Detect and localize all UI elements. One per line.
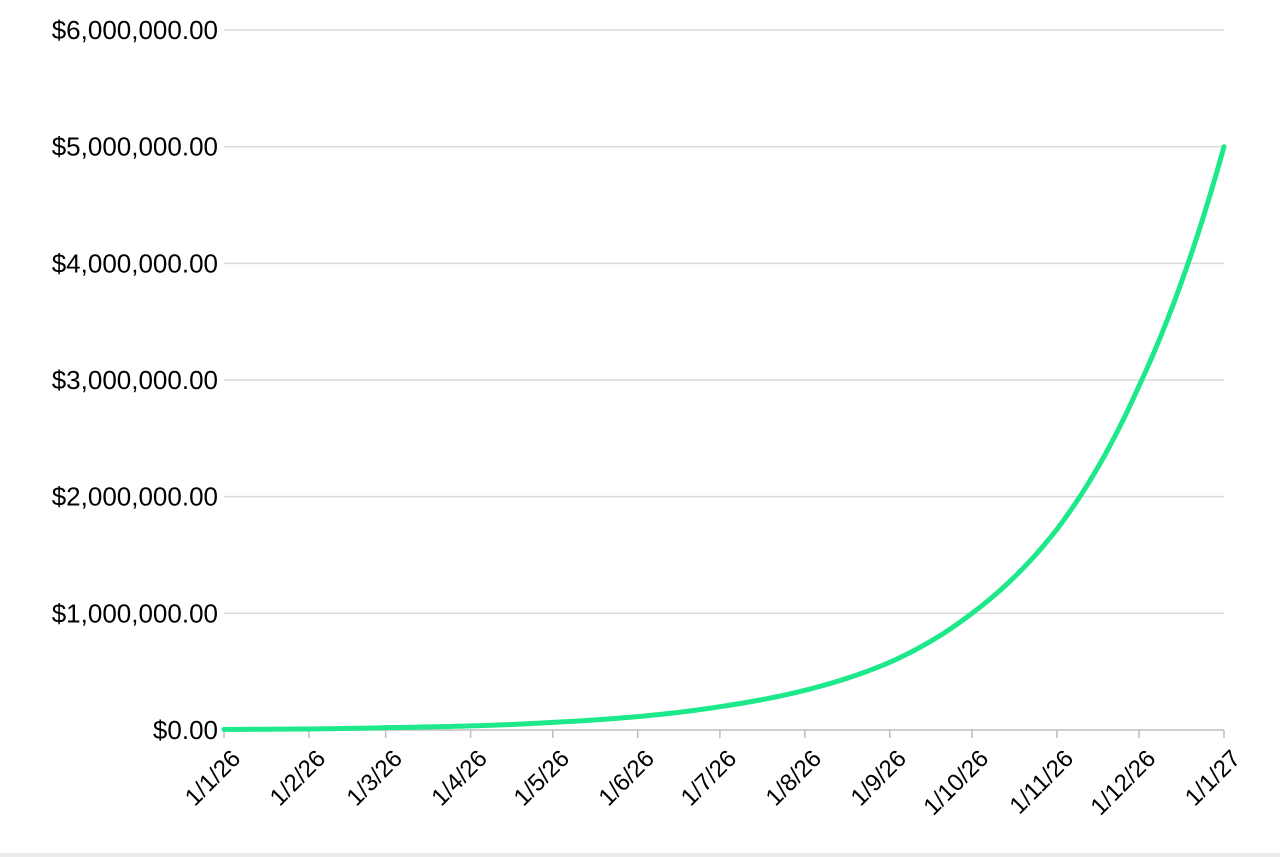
y-tick-label: $6,000,000.00 [52,15,218,45]
x-tick-label: 1/12/26 [1085,745,1161,821]
y-tick-label: $1,000,000.00 [52,598,218,628]
y-tick-label: $0.00 [153,715,218,745]
y-tick-label: $3,000,000.00 [52,365,218,395]
x-tick-label: 1/5/26 [509,745,575,811]
x-tick-label: 1/4/26 [426,745,492,811]
x-tick-label: 1/3/26 [341,745,407,811]
y-tick-label: $5,000,000.00 [52,132,218,162]
y-tick-label: $4,000,000.00 [52,248,218,278]
x-tick-label: 1/1/26 [180,745,246,811]
x-tick-label: 1/6/26 [594,745,660,811]
series-line [221,144,1227,732]
x-tick-label: 1/2/26 [265,745,331,811]
x-tick-label: 1/8/26 [761,745,827,811]
x-tick-label: 1/11/26 [1005,745,1079,819]
y-tick-label: $2,000,000.00 [52,482,218,512]
x-tick-label: 1/10/26 [918,745,994,821]
x-tick-label: 1/1/27 [1180,745,1246,811]
bottom-border [0,853,1280,857]
x-tick-label: 1/7/26 [676,745,742,811]
x-tick-label: 1/9/26 [846,745,912,811]
